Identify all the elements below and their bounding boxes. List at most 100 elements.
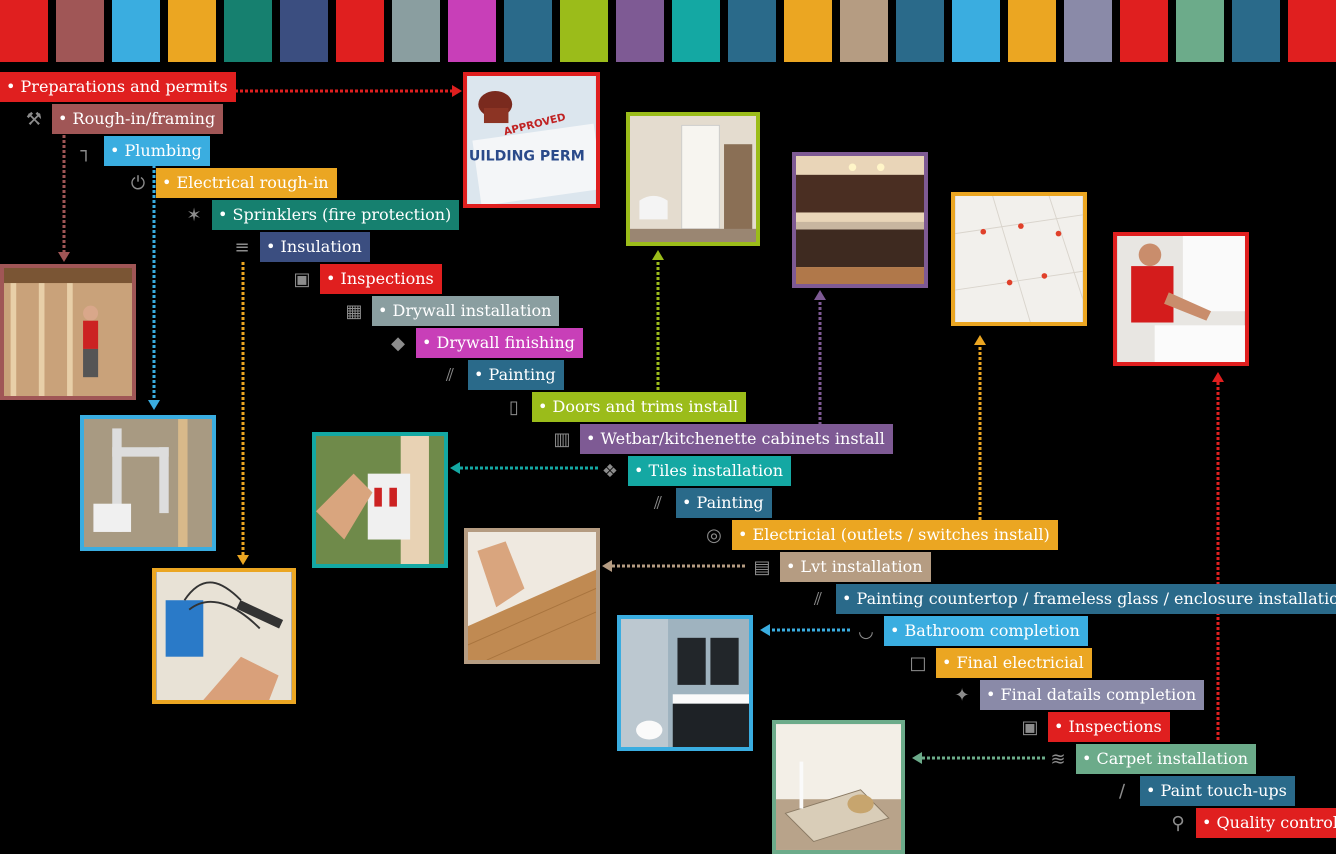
color-swatch-bar — [112, 0, 160, 62]
step-label: • Preparations and permits — [0, 72, 236, 102]
connector-arrowhead — [602, 560, 612, 572]
step-label: • Carpet installation — [1076, 744, 1257, 774]
color-swatch-bar — [392, 0, 440, 62]
process-step: ▣ • Inspections — [1012, 712, 1170, 742]
switch-icon: □ — [909, 652, 927, 674]
step-label: • Drywall finishing — [416, 328, 583, 358]
process-step: ≋ • Carpet installation — [1040, 744, 1257, 774]
tools-icon: ⚒ — [25, 108, 43, 130]
clipboard-icon: ▣ — [1021, 716, 1039, 738]
step-label: • Bathroom completion — [884, 616, 1088, 646]
color-swatch-bar — [280, 0, 328, 62]
lvt-photo — [464, 528, 600, 664]
color-swatch-bar — [1120, 0, 1168, 62]
bath-icon: ◡ — [858, 620, 874, 642]
color-swatch-bar — [560, 0, 608, 62]
process-step: ⏻ • Electrical rough-in — [120, 168, 337, 198]
connector-arrowhead — [450, 462, 460, 474]
outlet-icon: ◎ — [706, 524, 722, 546]
color-swatch-bar — [168, 0, 216, 62]
pipe-icon: ┐ — [80, 140, 92, 162]
step-label: • Painting — [676, 488, 772, 518]
process-step: ▣ • Inspections — [284, 264, 442, 294]
process-step: ▤• Preparations and permits — [0, 72, 236, 102]
step-label: • Inspections — [320, 264, 442, 294]
color-swatch-bar — [1288, 0, 1336, 62]
connector-arrowhead — [814, 290, 826, 300]
color-swatch-bar — [896, 0, 944, 62]
step-label: • Quality control — [1196, 808, 1336, 838]
cabinet-icon: ▥ — [553, 428, 571, 450]
process-step: ◎ • Electricial (outlets / switches insta… — [696, 520, 1058, 550]
process-step: ⫽ • Painting — [640, 488, 772, 518]
connector-arrowhead — [760, 624, 770, 636]
bathroom-photo — [617, 615, 753, 751]
connector-arrowhead — [148, 400, 160, 410]
electrical-rough-photo — [152, 568, 296, 704]
color-swatch-bar — [1064, 0, 1112, 62]
color-swatch-bar — [336, 0, 384, 62]
connector-arrowhead — [1212, 372, 1224, 382]
color-swatch-bar — [0, 0, 48, 62]
plumbing-photo — [80, 415, 216, 551]
color-swatch-bar — [952, 0, 1000, 62]
trowel-icon: ◆ — [391, 332, 405, 354]
color-swatch-bar — [448, 0, 496, 62]
magnifier-icon: ⚲ — [1171, 812, 1185, 834]
color-swatch-bar — [1008, 0, 1056, 62]
color-swatch-bar — [840, 0, 888, 62]
connector-arrowhead — [237, 555, 249, 565]
process-step: ❖ • Tiles installation — [592, 456, 792, 486]
step-label: • Electricial (outlets / switches instal… — [732, 520, 1058, 550]
sprinkler-icon: ✶ — [186, 204, 202, 226]
step-label: • Painting — [468, 360, 564, 390]
quality-control-photo — [1113, 232, 1249, 366]
process-step: ▦ • Drywall installation — [336, 296, 560, 326]
color-swatch-bar — [504, 0, 552, 62]
process-step: ⫽ • Painting countertop / frameless glass… — [800, 584, 1336, 614]
kitchenette-photo — [792, 152, 928, 288]
color-swatch-bar — [784, 0, 832, 62]
paint-roller-icon: ⫽ — [653, 492, 663, 514]
connector-arrowhead — [58, 252, 70, 262]
step-label: • Lvt installation — [780, 552, 931, 582]
step-label: • Rough-in/framing — [52, 104, 224, 134]
step-label: • Wetbar/kitchenette cabinets install — [580, 424, 893, 454]
step-label: • Drywall installation — [372, 296, 560, 326]
process-step: ◡ • Bathroom completion — [848, 616, 1088, 646]
process-step: ▥ • Wetbar/kitchenette cabinets install — [544, 424, 893, 454]
process-step: ✶ • Sprinklers (fire protection) — [176, 200, 460, 230]
color-swatch-bar — [1232, 0, 1280, 62]
permit-headline-text: UILDING PERM — [469, 149, 585, 165]
process-step: ≡ • Insulation — [224, 232, 370, 262]
process-step: ✦ • Final datails completion — [944, 680, 1205, 710]
step-label: • Tiles installation — [628, 456, 792, 486]
step-label: • Painting countertop / frameless glass … — [836, 584, 1336, 614]
plug-icon: ⏻ — [130, 172, 146, 194]
color-swatch-bar — [616, 0, 664, 62]
tile-icon: ❖ — [601, 460, 619, 482]
process-step: ┐ • Plumbing — [68, 136, 210, 166]
process-step: □ • Final electricial — [900, 648, 1092, 678]
color-swatch-bar — [224, 0, 272, 62]
step-label: • Final electricial — [936, 648, 1092, 678]
process-step: ∕ • Paint touch-ups — [1104, 776, 1295, 806]
process-step: ⚒ • Rough-in/framing — [16, 104, 224, 134]
details-icon: ✦ — [954, 684, 970, 706]
paint-roller-icon: ⫽ — [813, 588, 823, 610]
clipboard-icon: ▣ — [293, 268, 311, 290]
step-label: • Insulation — [260, 232, 370, 262]
color-swatch-bar — [672, 0, 720, 62]
insulation-icon: ≡ — [234, 236, 250, 258]
step-label: • Final datails completion — [980, 680, 1205, 710]
framing-photo — [0, 264, 136, 400]
color-swatch-bar — [1176, 0, 1224, 62]
step-label: • Sprinklers (fire protection) — [212, 200, 460, 230]
connector-arrowhead — [452, 85, 462, 97]
drywall-icon: ▦ — [345, 300, 363, 322]
process-step: ⫽ • Painting — [432, 360, 564, 390]
door-icon: ▯ — [509, 396, 519, 418]
step-label: • Doors and trims install — [532, 392, 747, 422]
